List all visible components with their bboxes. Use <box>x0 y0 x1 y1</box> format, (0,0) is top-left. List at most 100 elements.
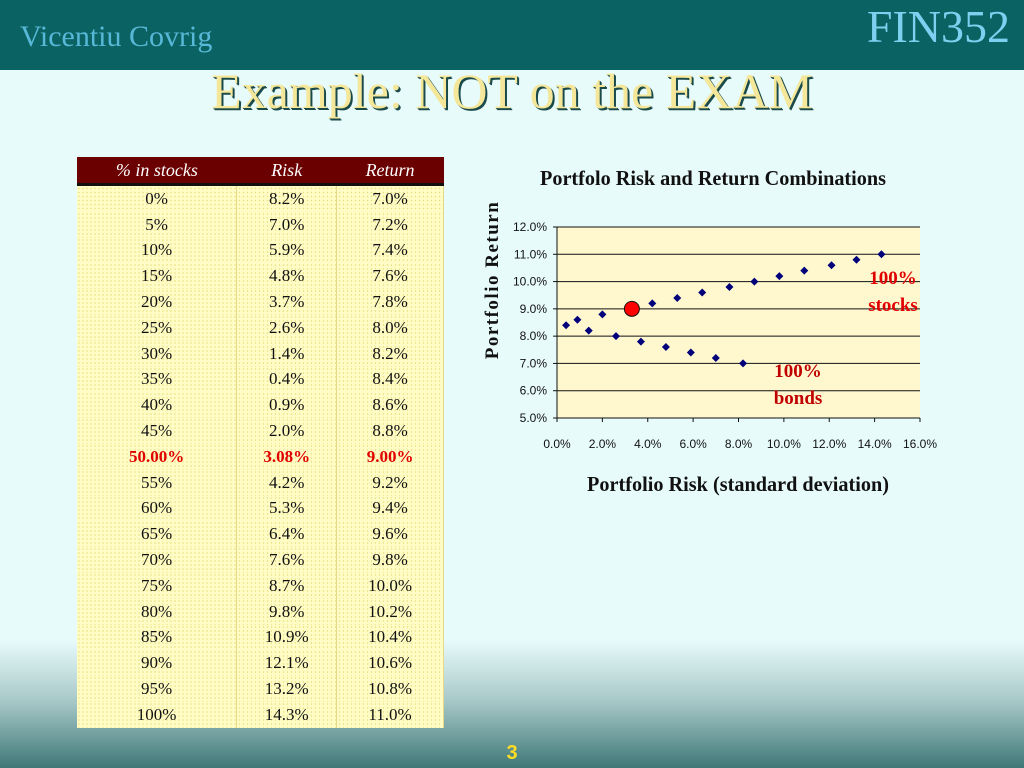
cell-pct-stocks: 40% <box>77 392 238 419</box>
cell-return: 9.8% <box>336 547 444 573</box>
cell-risk: 13.2% <box>236 676 338 702</box>
annotation-100-stocks-line1: 100% <box>869 268 917 289</box>
cell-return: 9.2% <box>336 469 444 496</box>
table-row: 40% 0.9% 8.6% <box>77 392 444 419</box>
cell-pct-stocks: 80% <box>77 598 238 625</box>
cell-risk: 2.0% <box>236 418 338 444</box>
data-point <box>598 310 607 319</box>
cell-pct-stocks: 5% <box>77 211 238 238</box>
cell-pct-stocks: 100% <box>77 701 238 728</box>
data-point <box>636 337 645 346</box>
cell-return: 10.8% <box>336 676 444 702</box>
table-row: 70% 7.6% 9.8% <box>77 547 444 573</box>
cell-return: 10.4% <box>336 624 444 651</box>
course-code: FIN352 <box>866 1 1010 52</box>
table-row: 85% 10.9% 10.4% <box>77 624 444 651</box>
header-bar: Vicentiu Covrig FIN352 <box>0 0 1024 70</box>
x-tick-label: 14.0% <box>858 437 892 451</box>
cell-risk: 2.6% <box>236 314 338 341</box>
y-tick-label: 8.0% <box>520 329 548 343</box>
data-point <box>648 299 657 308</box>
x-tick-label: 2.0% <box>589 437 617 451</box>
data-point <box>739 359 748 368</box>
cell-pct-stocks: 70% <box>77 547 238 573</box>
chart-svg: 5.0% 6.0% 7.0% 8.0% 9.0% 10.0% 11.0% 12.0% 0.0% 2… <box>482 166 937 496</box>
risk-return-chart: 5.0% 6.0% 7.0% 8.0% 9.0% 10.0% 11.0% 12.0% 0.0% 2… <box>470 150 950 510</box>
portfolio-table: % in stocks Risk Return 0% 8.2% 7.0% 5% 7.0%… <box>77 157 444 728</box>
x-tick-label: 0.0% <box>543 437 571 451</box>
data-point <box>800 266 809 275</box>
table-row: 50.00% 3.08% 9.00% <box>77 443 444 470</box>
table-row: 30% 1.4% 8.2% <box>77 340 444 367</box>
cell-pct-stocks: 90% <box>77 650 238 677</box>
cell-return: 9.6% <box>336 521 444 548</box>
x-tick-label: 12.0% <box>812 437 846 451</box>
cell-return: 9.00% <box>336 443 444 470</box>
annotation-100-stocks-line2: stocks <box>868 295 918 316</box>
cell-return: 7.2% <box>336 211 444 238</box>
cell-risk: 5.9% <box>236 237 338 264</box>
cell-pct-stocks: 25% <box>77 314 238 341</box>
cell-pct-stocks: 65% <box>77 521 238 548</box>
y-tick-label: 11.0% <box>514 247 547 261</box>
cell-pct-stocks: 30% <box>77 340 238 367</box>
annotation-100-bonds-line2: bonds <box>774 388 823 409</box>
cell-pct-stocks: 0% <box>77 184 238 212</box>
data-point <box>877 250 886 259</box>
table-row: 15% 4.8% 7.6% <box>77 263 444 290</box>
cell-pct-stocks: 45% <box>77 418 238 444</box>
table-row: 0% 8.2% 7.0% <box>77 184 444 212</box>
y-tick-label: 12.0% <box>513 220 547 234</box>
y-axis-label: Portfolio Return <box>482 201 503 360</box>
table-row: 95% 13.2% 10.8% <box>77 676 444 702</box>
table-row: 55% 4.2% 9.2% <box>77 469 444 496</box>
x-axis-label: Portfolio Risk (standard deviation) <box>587 472 889 496</box>
plot-area <box>557 227 920 418</box>
data-point <box>562 321 571 330</box>
table-row: 35% 0.4% 8.4% <box>77 366 444 393</box>
cell-risk: 4.2% <box>236 469 338 496</box>
cell-risk: 3.7% <box>236 289 338 315</box>
data-point <box>698 288 707 297</box>
table-row: 5% 7.0% 7.2% <box>77 211 444 238</box>
data-point <box>673 293 682 302</box>
header-risk: Risk <box>236 157 337 186</box>
cell-return: 8.0% <box>336 314 444 341</box>
cell-return: 8.4% <box>336 366 444 393</box>
data-point <box>750 277 759 286</box>
cell-risk: 1.4% <box>236 340 338 367</box>
table-row: 80% 9.8% 10.2% <box>77 598 444 625</box>
x-tick-label: 6.0% <box>679 437 707 451</box>
cell-return: 7.4% <box>336 237 444 264</box>
cell-pct-stocks: 55% <box>77 469 238 496</box>
cell-risk: 3.08% <box>236 443 338 470</box>
annotation-100-bonds-line1: 100% <box>774 361 822 382</box>
data-point <box>611 332 620 341</box>
cell-risk: 5.3% <box>236 495 338 522</box>
cell-pct-stocks: 75% <box>77 572 238 599</box>
table-row: 90% 12.1% 10.6% <box>77 650 444 677</box>
page-number: 3 <box>506 742 518 764</box>
table-row: 60% 5.3% 9.4% <box>77 495 444 522</box>
y-tick-label: 10.0% <box>513 275 547 289</box>
table-header-row: % in stocks Risk Return <box>77 157 444 186</box>
cell-risk: 6.4% <box>236 521 338 548</box>
cell-return: 11.0% <box>336 701 444 728</box>
cell-risk: 8.7% <box>236 572 338 599</box>
cell-risk: 9.8% <box>236 598 338 625</box>
cell-return: 10.0% <box>336 572 444 599</box>
y-tick-label: 5.0% <box>520 411 548 425</box>
data-point <box>852 255 861 264</box>
chart-title: Portfolo Risk and Return Combinations <box>540 166 886 190</box>
cell-return: 8.6% <box>336 392 444 419</box>
cell-return: 10.2% <box>336 598 444 625</box>
cell-risk: 0.4% <box>236 366 338 393</box>
table-row: 100% 14.3% 11.0% <box>77 701 444 728</box>
cell-pct-stocks: 20% <box>77 289 238 315</box>
slide-title: Example: NOT on the EXAM <box>211 63 813 119</box>
cell-pct-stocks: 50.00% <box>77 443 238 470</box>
cell-pct-stocks: 15% <box>77 263 238 290</box>
y-tick-label: 6.0% <box>520 384 548 398</box>
data-point <box>711 353 720 362</box>
data-point <box>725 283 734 292</box>
